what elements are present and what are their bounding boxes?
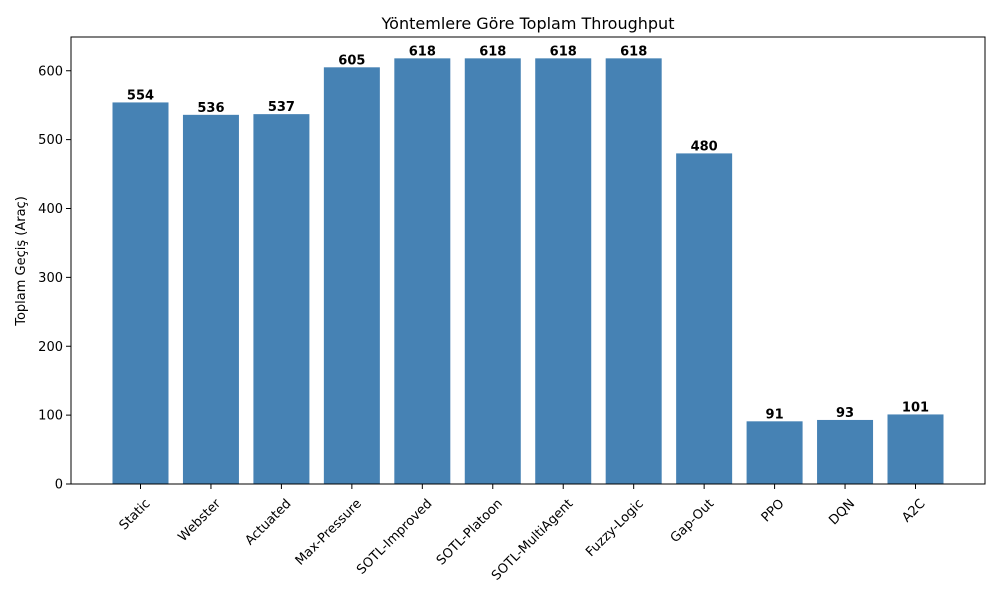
x-tick-label: A2C [899, 496, 928, 525]
chart-title: Yöntemlere Göre Toplam Throughput [381, 14, 675, 33]
bar-value-label: 536 [197, 101, 224, 116]
bar [887, 414, 944, 484]
x-axis-ticks: Static Webster ActuatedMax-PressureSOTL-Im… [117, 484, 929, 584]
y-tick-label: 200 [38, 340, 63, 355]
x-tick-label: Webster [176, 496, 225, 545]
y-tick-label: 300 [38, 271, 63, 286]
y-axis-ticks: 0 100 200 300 400 500 600 [38, 64, 71, 493]
bar-value-label: 537 [268, 100, 295, 115]
y-axis-label: Toplam Geçiş (Araç) [14, 196, 29, 327]
bar [323, 67, 380, 484]
x-tick-label: Actuated [243, 496, 295, 548]
y-tick-label: 0 [55, 478, 63, 493]
x-tick-label: PPO [759, 496, 788, 525]
bar-value-label: 618 [550, 44, 577, 59]
x-tick-label: Max-Pressure [293, 496, 365, 568]
bar [253, 114, 310, 484]
bar-value-label: 618 [409, 44, 436, 59]
bar-value-label: 605 [338, 53, 365, 68]
bar-value-labels: 554 536 537 605 618 618 618 618 480 91 93 101 [127, 44, 929, 422]
bar-value-label: 480 [691, 139, 718, 154]
x-tick-label: Fuzzy-Logic [583, 496, 646, 559]
x-tick-label: SOTL-Improved [354, 496, 435, 577]
bar [605, 58, 662, 484]
bar [746, 421, 803, 484]
y-tick-label: 100 [38, 409, 63, 424]
bars-group [112, 58, 944, 485]
bar [676, 153, 733, 484]
bar-value-label: 91 [766, 407, 784, 422]
y-tick-label: 600 [38, 64, 63, 79]
x-tick-label: Static [117, 496, 154, 533]
bar [112, 102, 169, 485]
bar-value-label: 618 [479, 44, 506, 59]
bar-value-label: 101 [902, 400, 929, 415]
bar [394, 58, 451, 484]
bar-value-label: 93 [836, 406, 854, 421]
y-tick-label: 400 [38, 202, 63, 217]
bar [817, 419, 874, 484]
bar-value-label: 618 [620, 44, 647, 59]
plot-frame [70, 36, 986, 485]
bar [535, 58, 592, 484]
x-tick-label: SOTL-Platoon [434, 496, 506, 568]
x-tick-label: Gap-Out [668, 496, 717, 545]
y-tick-label: 500 [38, 133, 63, 148]
x-tick-label: DQN [826, 496, 858, 528]
bar [182, 114, 239, 484]
bar-value-label: 554 [127, 88, 154, 103]
bar [464, 58, 521, 484]
